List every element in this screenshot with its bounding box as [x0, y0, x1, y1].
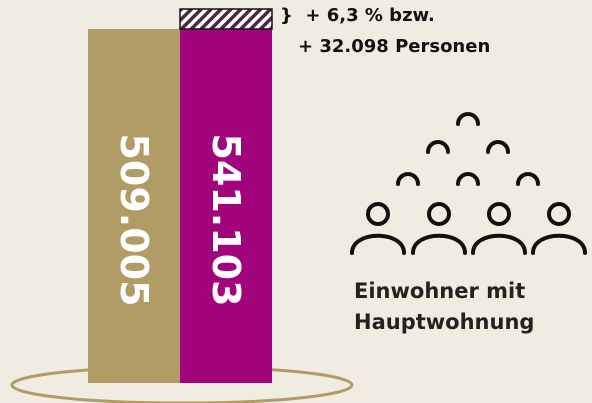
bar-2-value-label: 541.103 [204, 133, 248, 306]
increase-bracket: } [280, 5, 293, 26]
bar-1-value-label: 509.005 [112, 133, 156, 306]
caption: Einwohner mit Hauptwohnung [354, 276, 534, 338]
bar-2 [180, 29, 272, 383]
bar-1 [88, 29, 180, 383]
increase-percent: + 6,3 % bzw. [305, 5, 435, 26]
increase-line1: } + 6,3 % bzw. [280, 4, 435, 28]
people-group-icon [350, 112, 587, 255]
bar-2-increase-segment [179, 8, 273, 30]
caption-line-1: Einwohner mit [354, 279, 526, 303]
caption-line-2: Hauptwohnung [354, 310, 535, 334]
increase-line2: + 32.098 Personen [298, 36, 491, 57]
